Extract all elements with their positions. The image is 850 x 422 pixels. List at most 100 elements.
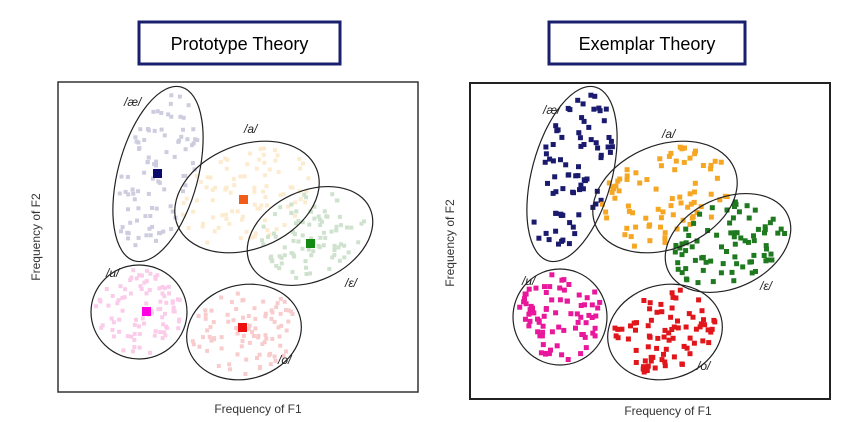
exemplar-point-u [595,305,601,311]
exemplar-point-o [219,295,224,300]
exemplar-point-u [175,297,180,302]
exemplar-point-ae [183,147,188,152]
exemplar-point-u [163,311,167,316]
exemplar-point-o [684,345,690,351]
prototype-title-box [137,20,342,66]
exemplar-point-u [132,322,137,327]
exemplar-point-e [296,239,301,244]
exemplar-point-a [244,229,249,234]
prototype-ellipse-e [246,185,374,287]
exemplar-point-a [212,229,217,234]
exemplar-point-a [298,166,303,171]
exemplar-point-ae [577,187,582,193]
exemplar-point-a [264,184,269,189]
exemplar-point-u [118,284,123,289]
exemplar-point-ae [169,93,174,98]
exemplar-point-e [677,245,683,251]
exemplar-point-o [634,320,639,326]
prototype-category-ellipses [90,85,374,381]
prototype-ellipse-u [90,264,188,360]
exemplar-point-u [597,299,603,305]
exemplar-point-o [654,309,660,315]
exemplar-point-a [624,176,630,182]
exemplar-point-o [209,308,214,313]
exemplar-point-u [568,311,574,317]
exemplar-point-o [247,340,252,345]
exemplar-point-ae [117,191,122,196]
exemplar-label-a: /a/ [661,127,677,141]
exemplar-point-ae [190,161,195,166]
exemplar-point-ae [191,141,196,146]
exemplar-point-a [708,162,714,168]
exemplar-point-o [658,301,664,307]
exemplar-point-a [655,206,661,212]
exemplar-point-a [224,185,229,190]
exemplar-point-ae [566,172,572,178]
exemplar-point-e [342,255,347,260]
exemplar-point-e [720,261,726,267]
exemplar-point-u [561,287,567,293]
exemplar-point-e [336,245,341,250]
exemplar-point-ae [150,206,154,210]
exemplar-point-u [526,286,532,292]
exemplar-point-ae [558,157,563,163]
exemplar-point-o [273,358,278,363]
exemplar-point-a [662,230,668,236]
exemplar-point-e [337,258,342,263]
exemplar-point-e [332,253,337,258]
exemplar-point-ae [559,134,565,140]
exemplar-point-a [208,175,213,180]
exemplar-point-u [137,332,142,336]
exemplar-point-a [200,224,205,229]
exemplar-point-o [675,318,680,324]
exemplar-point-u [110,294,115,298]
exemplar-point-u [553,310,559,316]
exemplar-point-ae [138,127,143,132]
exemplar-point-e [307,222,312,227]
exemplar-point-e [306,247,311,252]
exemplar-point-u [161,322,166,327]
exemplar-point-u [136,324,141,329]
exemplar-point-a [235,209,240,214]
exemplar-point-ae [143,214,148,219]
exemplar-point-o [255,356,259,360]
exemplar-point-u [557,285,563,291]
exemplar-point-ae [168,101,173,106]
exemplar-point-u [115,301,120,306]
exemplar-point-u [526,323,532,329]
exemplar-point-a [708,191,714,197]
exemplar-point-o [226,319,231,324]
exemplar-point-u [176,326,181,331]
exemplar-point-e [334,228,339,233]
exemplar-point-o [662,363,668,369]
exemplar-point-ae [133,243,138,248]
exemplar-point-e [736,209,742,215]
exemplar-point-o [671,324,677,330]
prototype-ellipse-a [174,140,320,254]
exemplar-point-o [615,326,621,332]
exemplar-point-ae [581,142,587,147]
exemplar-point-e [342,243,347,248]
exemplar-point-a [201,221,206,226]
exemplar-point-a [247,151,252,156]
exemplar-point-ae [145,127,150,131]
exemplar-point-e [345,225,350,230]
exemplar-point-a [712,158,718,164]
exemplar-point-e [323,235,328,240]
exemplar-point-a [198,179,203,184]
exemplar-point-ae [119,174,124,179]
exemplar-point-e [724,249,729,254]
exemplar-point-a [606,180,612,186]
exemplar-point-u [131,268,136,273]
exemplar-point-a [690,214,696,220]
exemplar-point-a [258,147,263,151]
exemplar-point-u [100,323,105,328]
exemplar-point-a [714,175,720,181]
exemplar-point-e [337,214,342,219]
exemplar-point-ae [130,187,135,192]
exemplar-point-u [132,345,137,350]
exemplar-point-e [330,192,335,197]
exemplar-point-o [661,351,666,357]
exemplar-point-o [644,368,650,373]
exemplar-point-u [122,295,127,300]
